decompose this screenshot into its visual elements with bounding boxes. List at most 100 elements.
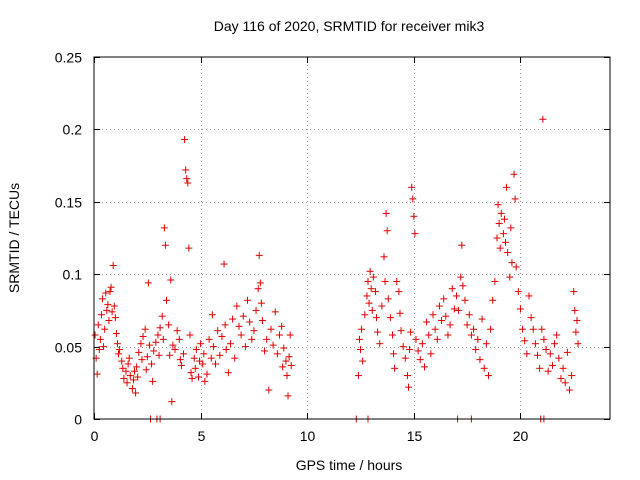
data-point (106, 288, 114, 296)
data-point (261, 347, 269, 355)
data-point (160, 224, 168, 232)
data-point (143, 353, 151, 361)
data-point (491, 277, 499, 285)
data-point (467, 331, 475, 339)
data-point (563, 348, 571, 356)
x-tick-label: 0 (91, 428, 99, 444)
data-point (565, 386, 573, 394)
data-point (407, 328, 415, 336)
data-point (523, 350, 531, 358)
data-point (135, 348, 143, 356)
y-axis-label: SRMTID / TECUs (6, 183, 22, 293)
data-point (548, 361, 556, 369)
data-point (154, 331, 162, 339)
data-point (495, 220, 503, 228)
data-point (418, 340, 426, 348)
data-point (233, 302, 241, 310)
data-point (358, 325, 366, 333)
data-point (199, 360, 207, 368)
data-point (431, 325, 439, 333)
data-point (450, 305, 458, 313)
data-point (496, 244, 504, 252)
data-point (538, 325, 546, 333)
data-point (369, 273, 377, 281)
data-point (433, 335, 441, 343)
data-point (183, 175, 191, 183)
data-point (511, 195, 519, 203)
data-point (229, 315, 237, 323)
chart-title: Day 116 of 2020, SRMTID for receiver mik… (214, 18, 485, 34)
data-point (438, 317, 446, 325)
data-point (463, 321, 471, 329)
data-point (519, 325, 527, 333)
data-point (354, 372, 362, 380)
data-point (484, 372, 492, 380)
data-point (168, 398, 176, 406)
data-point (252, 306, 260, 314)
data-point (167, 276, 175, 284)
data-point (363, 292, 371, 300)
data-point (109, 262, 117, 270)
data-point (539, 115, 547, 123)
axis-ticks: 0 5 10 15 20 0 0.05 0.1 0.15 0.2 0.25 (55, 50, 610, 444)
data-point (201, 377, 209, 385)
data-point (559, 364, 567, 372)
data-point (166, 351, 174, 359)
data-point (149, 377, 157, 385)
data-point (371, 288, 379, 296)
data-points (91, 115, 582, 423)
data-point (365, 299, 373, 307)
data-point (401, 354, 409, 362)
data-point (442, 312, 450, 320)
y-tick-label: 0 (74, 412, 82, 428)
data-point (412, 335, 420, 343)
y-tick-label: 0.1 (63, 267, 83, 283)
data-point (573, 317, 581, 325)
data-point (184, 179, 192, 187)
data-point (187, 369, 195, 377)
data-point (161, 241, 169, 249)
data-point (191, 364, 199, 372)
data-point (544, 367, 552, 375)
data-point (405, 383, 413, 391)
data-point (138, 356, 146, 364)
data-point (561, 379, 569, 387)
data-point (95, 345, 103, 353)
data-point (458, 241, 466, 249)
data-point (423, 318, 431, 326)
x-axis-label: GPS time / hours (296, 457, 403, 473)
data-point (97, 311, 105, 319)
data-point (536, 364, 544, 372)
data-point (420, 363, 428, 371)
data-point (111, 314, 119, 322)
data-point (390, 350, 398, 358)
data-point (125, 354, 133, 362)
data-point (115, 350, 123, 358)
data-point (246, 318, 254, 326)
y-tick-label: 0.15 (55, 195, 82, 211)
data-point (408, 183, 416, 191)
plot-frame (93, 56, 611, 420)
data-point (396, 309, 404, 317)
data-point (267, 325, 275, 333)
x-tick-label: 15 (407, 428, 423, 444)
data-point (169, 341, 177, 349)
data-point (269, 341, 277, 349)
data-point (531, 340, 539, 348)
data-point (529, 325, 537, 333)
data-point (158, 312, 166, 320)
data-point (465, 311, 473, 319)
data-point (361, 311, 369, 319)
data-point (287, 361, 295, 369)
data-point (494, 201, 502, 209)
data-point (409, 195, 417, 203)
data-point (241, 343, 249, 351)
x-tick-label: 5 (198, 428, 206, 444)
data-point (132, 389, 140, 397)
data-point (271, 308, 279, 316)
data-point (257, 299, 265, 307)
data-point (429, 311, 437, 319)
data-point (133, 363, 141, 371)
data-point (553, 331, 561, 339)
